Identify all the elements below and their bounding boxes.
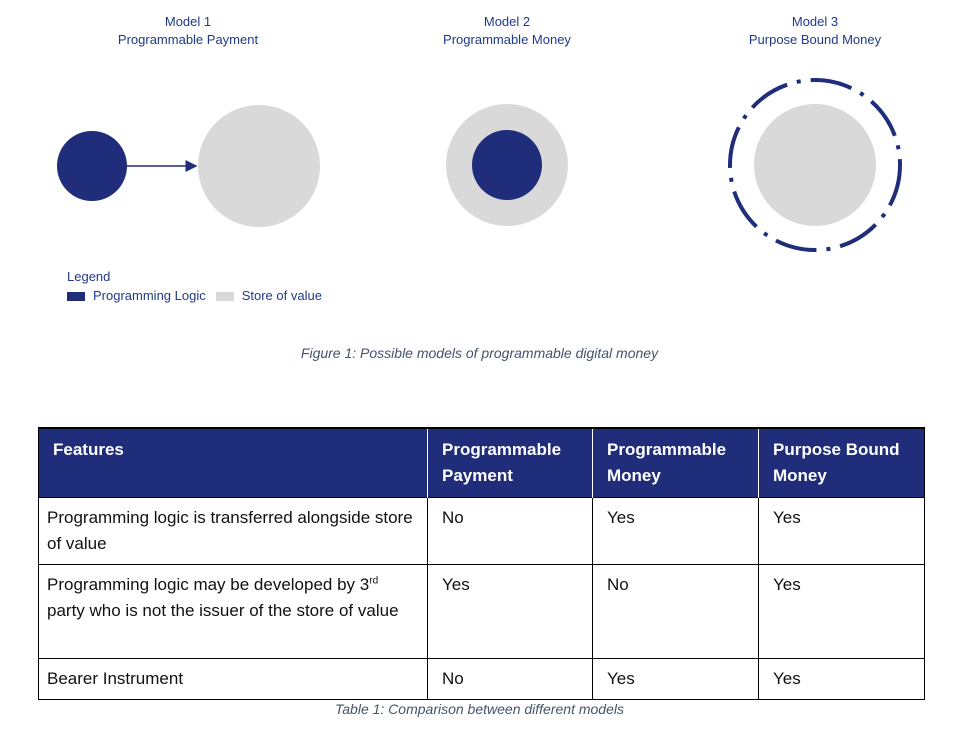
model-2-title: Model 2 Programmable Money xyxy=(387,13,627,49)
diagram-legend: Legend Programming Logic Store of value xyxy=(67,268,332,305)
table-row: Programming logic may be developed by 3r… xyxy=(38,564,925,659)
header-programmable-payment: Programmable Payment xyxy=(427,427,593,498)
legend-label-store-of-value: Store of value xyxy=(241,288,322,303)
store-of-value-swatch xyxy=(215,291,234,301)
model-3-name: Purpose Bound Money xyxy=(748,32,882,47)
legend-title: Legend xyxy=(67,269,111,284)
value-cell: Yes xyxy=(427,564,593,659)
value-cell: Yes xyxy=(758,497,925,565)
model-1-name: Programmable Payment xyxy=(117,32,259,47)
model-3-store-of-value-circle xyxy=(754,104,876,226)
feature-cell: Programming logic may be developed by 3r… xyxy=(38,564,428,659)
model-2-number: Model 2 xyxy=(483,14,531,29)
header-features: Features xyxy=(38,427,428,498)
model-2-name: Programmable Money xyxy=(443,32,571,47)
model-3-programming-logic-ring xyxy=(728,78,902,252)
feature-cell: Bearer Instrument xyxy=(38,658,428,700)
model-3-number: Model 3 xyxy=(791,14,839,29)
model-1-number: Model 1 xyxy=(164,14,212,29)
model-1-title: Model 1 Programmable Payment xyxy=(68,13,308,49)
legend-item-programming-logic: Programming Logic xyxy=(67,287,206,305)
models-diagram xyxy=(57,78,902,252)
programming-logic-swatch xyxy=(67,291,85,301)
figure-caption: Figure 1: Possible models of programmabl… xyxy=(300,345,659,361)
value-cell: Yes xyxy=(592,497,759,565)
legend-item-store-of-value: Store of value xyxy=(215,287,322,305)
value-cell: Yes xyxy=(758,658,925,700)
ordinal-suffix: rd xyxy=(369,575,379,587)
header-purpose-bound-money: Purpose Bound Money xyxy=(758,427,925,498)
feature-text: Programming logic may be developed by 3 xyxy=(47,575,370,594)
value-cell: No xyxy=(427,658,593,700)
model-1-programming-logic-circle xyxy=(57,131,127,201)
table-header-row: Features Programmable Payment Programmab… xyxy=(38,427,925,498)
value-cell: Yes xyxy=(758,564,925,659)
table-row: Programming logic is transferred alongsi… xyxy=(38,497,925,565)
table-row: Bearer Instrument No Yes Yes xyxy=(38,658,925,700)
legend-label-programming-logic: Programming Logic xyxy=(93,288,206,303)
model-3-title: Model 3 Purpose Bound Money xyxy=(695,13,935,49)
value-cell: Yes xyxy=(592,658,759,700)
model-2-programming-logic-circle xyxy=(472,130,542,200)
feature-cell: Programming logic is transferred alongsi… xyxy=(38,497,428,565)
legend-items: Programming Logic Store of value xyxy=(67,287,332,305)
comparison-table: Features Programmable Payment Programmab… xyxy=(38,427,925,700)
value-cell: No xyxy=(592,564,759,659)
feature-text-continued: party who is not the issuer of the store… xyxy=(47,601,399,620)
value-cell: No xyxy=(427,497,593,565)
model-1-store-of-value-circle xyxy=(198,105,320,227)
table-caption: Table 1: Comparison between different mo… xyxy=(335,701,624,717)
header-programmable-money: Programmable Money xyxy=(592,427,759,498)
